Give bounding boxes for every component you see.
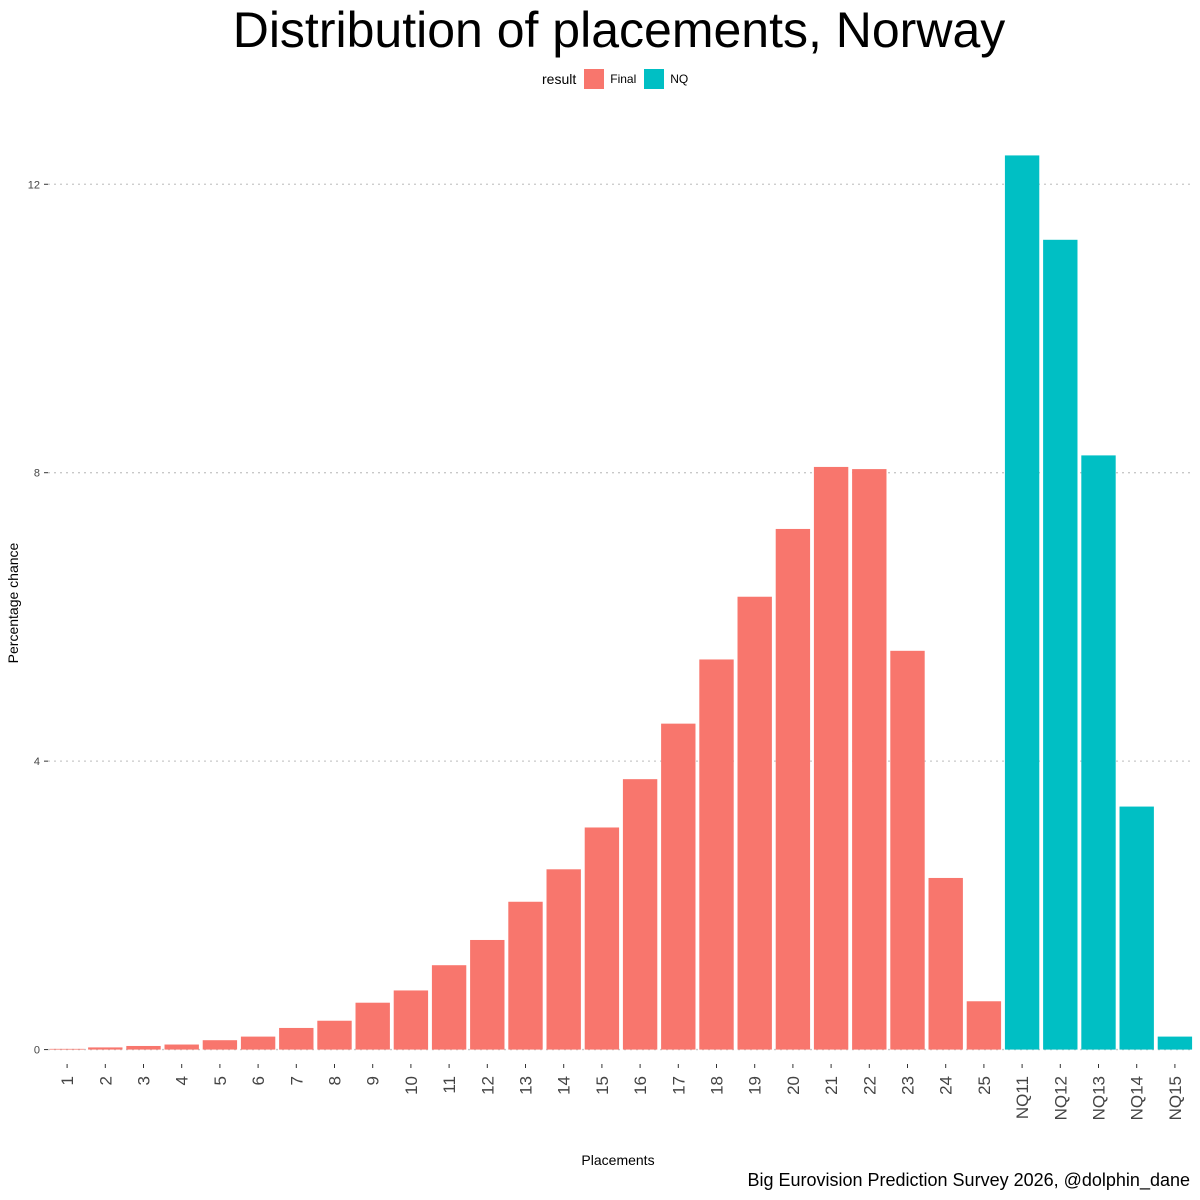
bar-25 <box>966 1001 1002 1050</box>
x-tick-label: 24 <box>937 1076 956 1095</box>
y-tick-label: 0 <box>34 1045 40 1057</box>
x-tick-label: 16 <box>631 1076 650 1095</box>
x-tick-label: 6 <box>249 1076 268 1085</box>
x-tick-label: NQ12 <box>1051 1076 1070 1120</box>
legend-key-nq <box>644 69 665 89</box>
x-tick-label: 12 <box>478 1076 497 1095</box>
x-tick-label: 23 <box>899 1076 918 1095</box>
x-tick-label: 9 <box>364 1076 383 1085</box>
y-tick-label: 12 <box>28 179 40 191</box>
bar-NQ13 <box>1081 455 1116 1050</box>
legend-label-nq: NQ <box>670 72 689 86</box>
bar-13 <box>508 901 543 1050</box>
x-tick-label: NQ13 <box>1090 1076 1109 1120</box>
bar-2 <box>88 1047 123 1050</box>
bar-21 <box>813 466 849 1050</box>
bar-NQ11 <box>1004 155 1040 1050</box>
bar-10 <box>393 990 429 1050</box>
bar-14 <box>546 869 581 1050</box>
x-tick-label: 1 <box>58 1076 77 1085</box>
bar-15 <box>584 827 620 1050</box>
chart-title: Distribution of placements, Norway <box>232 2 1006 58</box>
x-tick-label: 19 <box>746 1076 765 1095</box>
bar-18 <box>699 659 734 1050</box>
x-tick-label: 8 <box>326 1076 345 1085</box>
bar-9 <box>355 1002 390 1050</box>
x-tick-label: 25 <box>975 1076 994 1095</box>
x-tick-label: 11 <box>440 1076 459 1094</box>
bar-20 <box>775 528 811 1050</box>
x-tick-label: 15 <box>593 1076 612 1095</box>
x-tick-label: 5 <box>211 1076 230 1085</box>
y-axis-title: Percentage chance <box>5 542 21 663</box>
bar-19 <box>737 596 772 1050</box>
bar-16 <box>622 779 658 1050</box>
bar-23 <box>890 650 925 1050</box>
bar-NQ14 <box>1119 806 1154 1050</box>
bar-3 <box>126 1045 161 1050</box>
y-tick-label: 4 <box>34 756 40 768</box>
legend: result Final NQ <box>542 68 696 90</box>
bar-8 <box>317 1020 352 1050</box>
bar-17 <box>661 723 696 1050</box>
bar-24 <box>928 877 963 1050</box>
x-tick-label: NQ15 <box>1166 1076 1185 1120</box>
x-tick-label: NQ14 <box>1128 1076 1147 1120</box>
legend-item-final: Final <box>584 69 636 89</box>
x-tick-label: 20 <box>784 1076 803 1095</box>
bar-12 <box>470 939 505 1050</box>
bar-7 <box>279 1027 314 1050</box>
bar-6 <box>240 1036 276 1050</box>
x-tick-label: 4 <box>173 1076 192 1085</box>
y-tick-label: 8 <box>34 468 40 480</box>
chart-caption: Big Eurovision Prediction Survey 2026, @… <box>747 1170 1190 1190</box>
bar-11 <box>431 965 467 1050</box>
legend-item-nq: NQ <box>644 69 688 89</box>
bar-1 <box>49 1048 85 1050</box>
bar-NQ15 <box>1157 1036 1193 1050</box>
x-tick-label: 17 <box>669 1076 688 1095</box>
x-tick-label: 22 <box>860 1076 879 1095</box>
bar-NQ12 <box>1043 239 1078 1050</box>
x-tick-label: 7 <box>287 1076 306 1085</box>
x-tick-label: 10 <box>402 1076 421 1095</box>
x-axis-title: Placements <box>581 1152 654 1168</box>
bar-22 <box>852 469 887 1050</box>
x-tick-label: 2 <box>96 1076 115 1085</box>
x-tick-label: NQ11 <box>1013 1076 1032 1119</box>
x-tick-label: 3 <box>135 1076 154 1085</box>
bar-5 <box>202 1040 238 1050</box>
x-tick-label: 13 <box>517 1076 536 1095</box>
x-tick-label: 21 <box>822 1076 841 1095</box>
legend-title: result <box>542 71 577 87</box>
legend-key-final <box>584 69 605 89</box>
x-tick-label: 18 <box>708 1076 727 1095</box>
x-tick-label: 14 <box>555 1076 574 1095</box>
bar-4 <box>164 1044 199 1050</box>
legend-label-final: Final <box>610 72 637 86</box>
